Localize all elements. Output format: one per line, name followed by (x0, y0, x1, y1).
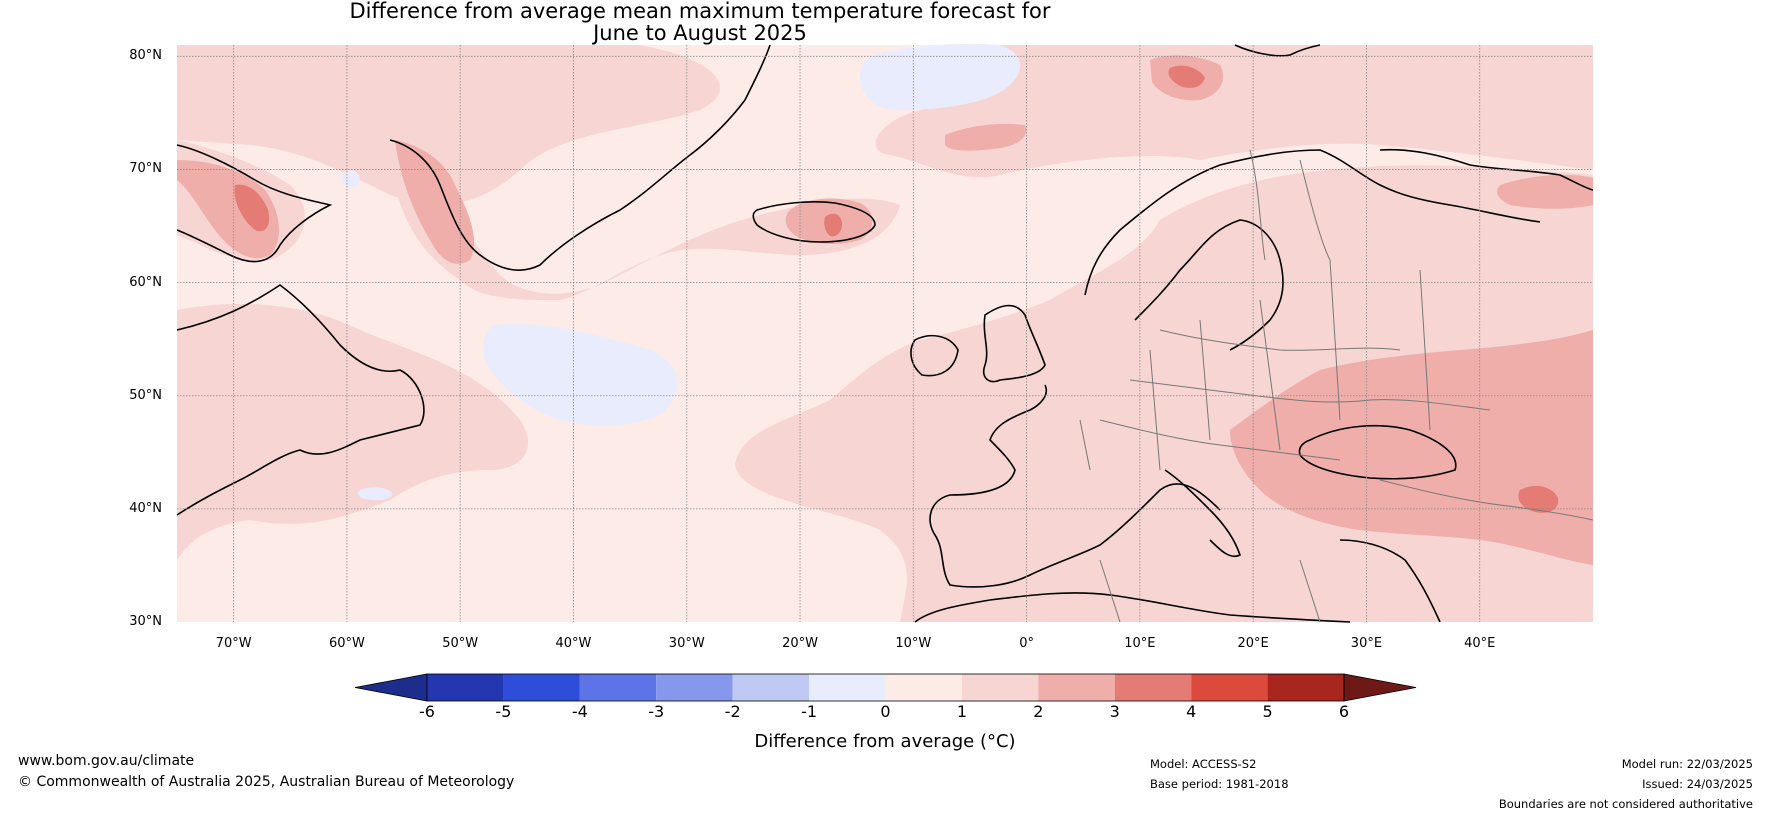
colorbar-tick-label: 6 (1338, 702, 1350, 721)
colorbar-segment (885, 674, 962, 701)
latitude-label: 50°N (129, 387, 162, 403)
colorbar-tick-label: 1 (956, 702, 967, 721)
colorbar-segment (732, 674, 810, 701)
colorbar-segment (427, 674, 504, 701)
contour-2-3-eastern-europe (1230, 330, 1593, 565)
contour-minus-1-0-atlantic-small (357, 487, 393, 501)
colorbar-extension-min (354, 673, 428, 702)
contour-minus-1-0-small-baffin (342, 170, 360, 188)
contour-3-4-caucasus (1518, 485, 1559, 513)
contour-2-3-russia-north (1497, 174, 1593, 209)
coastline-iceland (752, 201, 876, 243)
gridlines (177, 45, 1593, 622)
coastline-norway-sweden (1084, 149, 1541, 296)
longitude-label: 40°E (1464, 636, 1496, 651)
colorbar-segment (1191, 674, 1268, 701)
colorbar-tick-label: 3 (1109, 702, 1120, 721)
colorbar-segment (809, 674, 886, 701)
contour-2-3-baffin (177, 160, 280, 259)
colorbar-tick-label: 2 (1033, 702, 1044, 721)
longitude-label: 20°W (782, 636, 818, 651)
longitude-label: 50°W (442, 636, 479, 651)
colorbar-segment (1114, 674, 1192, 701)
map-title-line1: Difference from average mean maximum tem… (349, 0, 1051, 23)
colorbar-frame (426, 673, 1345, 702)
longitude-label: 70°W (215, 636, 252, 651)
coastline-baltic (1134, 219, 1284, 351)
contour-1-2-north-atlantic (177, 45, 720, 205)
colorbar-tick-label: 5 (1262, 702, 1273, 721)
colorbar-segment (961, 674, 1039, 701)
footer-base-period: Base period: 1981-2018 (1150, 777, 1289, 791)
latitude-label: 70°N (129, 161, 162, 177)
colorbar-tick-label: 4 (1186, 702, 1197, 721)
longitude-label: 30°W (668, 636, 705, 651)
contour-1-2-canada (177, 304, 529, 560)
colorbar-tick-label: 0 (880, 702, 891, 721)
colorbar-title: Difference from average (°C) (754, 731, 1016, 752)
colorbar-segment (503, 674, 580, 701)
longitude-label: 20°E (1237, 636, 1269, 651)
contour-1-2-arctic (875, 45, 1593, 178)
colorbar-extension-max (1343, 673, 1417, 702)
footer-model-run: Model run: 22/03/2025 (1621, 757, 1753, 771)
colorbar-segment (1267, 674, 1344, 701)
coastline-labrador (176, 284, 425, 516)
footer-copyright: © Commonwealth of Australia 2025, Austra… (18, 774, 515, 790)
longitude-label: 10°E (1124, 636, 1156, 651)
colorbar-tick-label: -4 (571, 702, 588, 721)
longitude-label: 30°E (1350, 636, 1383, 651)
anomaly-contours (177, 43, 1593, 622)
colorbar-tick-label: -5 (495, 702, 512, 721)
coastline-baffin (176, 144, 333, 263)
coastline-north-africa (914, 592, 1351, 623)
colorbar (354, 673, 1417, 702)
colorbar-segment (579, 674, 657, 701)
contour-3-4-svalbard-core (1168, 65, 1205, 88)
colorbar-tick-label: -6 (419, 702, 435, 721)
contour-2-3-greenland-east (395, 140, 475, 264)
longitude-label: 0° (1019, 636, 1034, 651)
footer-issued: Issued: 24/03/2025 (1642, 777, 1753, 791)
coastline-greenland-north (1234, 44, 1321, 57)
contour-3-4-iceland-core (824, 213, 843, 237)
colorbar-tick-label: -1 (801, 702, 818, 721)
latitude-label: 30°N (129, 614, 162, 629)
colorbar-tick-label: -3 (648, 702, 665, 721)
coastline-italy (1164, 469, 1241, 558)
longitude-label: 10°W (895, 636, 932, 651)
map-title-line2: June to August 2025 (593, 21, 807, 45)
colorbar-segment (1038, 674, 1115, 701)
longitude-label: 40°W (555, 636, 592, 651)
coastline-eastern-med (1339, 539, 1441, 623)
contour-2-3-norwegian-sea (945, 123, 1027, 151)
footer-disclaimer: Boundaries are not considered authoritat… (1498, 797, 1753, 811)
contour-minus-1-0-labrador-sea (483, 324, 678, 426)
contour-minus-1-0-greenland-sea (859, 43, 1021, 111)
country-borders (1079, 149, 1594, 623)
latitude-label: 60°N (129, 274, 162, 290)
coastline-greenland (389, 44, 771, 271)
colorbar-segment (656, 674, 733, 701)
footer-model: Model: ACCESS-S2 (1150, 757, 1257, 771)
coastline-ireland (910, 334, 959, 377)
latitude-label: 80°N (129, 48, 162, 64)
coastline-britain (982, 304, 1046, 383)
coastline-western-europe (929, 384, 1221, 588)
contour-3-4-baffin-core (234, 184, 270, 232)
latitude-label: 40°N (129, 500, 162, 516)
footer-website: www.bom.gov.au/climate (18, 753, 195, 769)
coastlines (176, 44, 1594, 623)
longitude-label: 60°W (328, 636, 365, 651)
colorbar-tick-label: -2 (724, 702, 741, 721)
